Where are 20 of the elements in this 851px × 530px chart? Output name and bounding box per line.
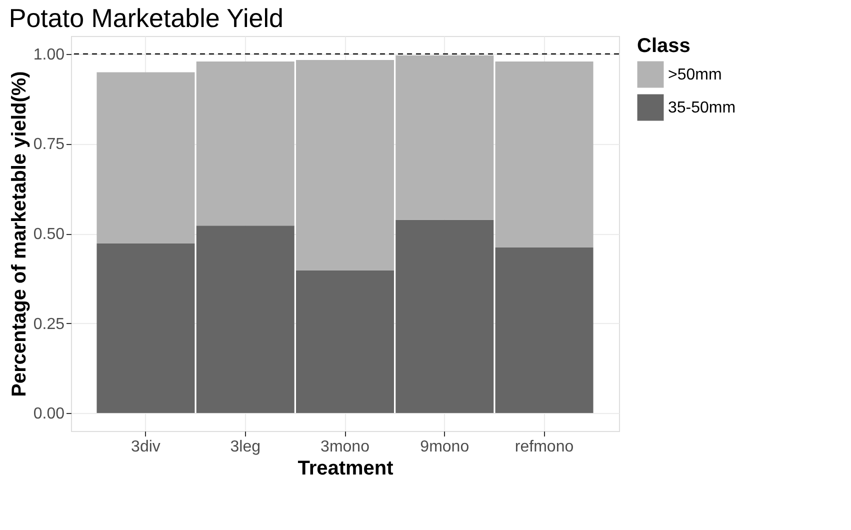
chart-title: Potato Marketable Yield (8, 3, 284, 33)
x-tick-label: 3mono (320, 438, 370, 456)
bar (495, 61, 594, 248)
y-axis-title: Percentage of marketable yield(%) (8, 71, 30, 397)
y-tick-label: 0.00 (33, 406, 65, 423)
y-tick-label: 0.50 (33, 226, 65, 243)
y-tick-label: 0.75 (33, 136, 65, 154)
legend-label: >50mm (668, 66, 722, 84)
bar (495, 248, 594, 414)
bar (96, 72, 195, 244)
y-tick-label: 1.00 (33, 46, 65, 64)
legend-label: 35-50mm (668, 100, 736, 116)
y-tick-label: 0.25 (33, 316, 65, 333)
legend-title: Class (637, 35, 690, 57)
x-tick-label: 9mono (420, 438, 470, 456)
bar (96, 244, 195, 414)
x-axis-title: Treatment (298, 458, 394, 480)
x-tick-label: refmono (514, 438, 574, 456)
x-tick-label: 3leg (230, 438, 260, 456)
x-tick-label: 3div (131, 438, 160, 456)
